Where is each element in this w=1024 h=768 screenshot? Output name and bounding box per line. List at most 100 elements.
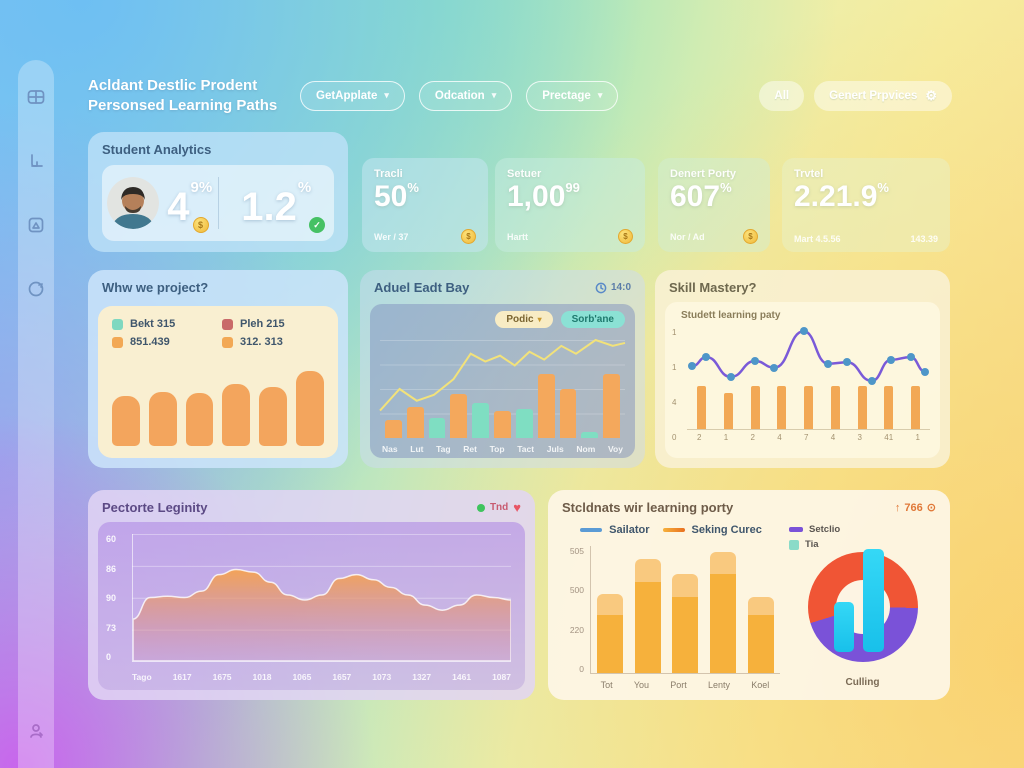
legend-swatch — [112, 318, 123, 330]
donut-inner-bar — [862, 549, 884, 653]
x-tick-label: Nom — [576, 444, 596, 454]
bar — [296, 370, 324, 446]
card-title: Whw we project? — [102, 280, 209, 295]
filter-button-label: GetApplate — [316, 89, 378, 102]
x-tick-label: Tag — [436, 444, 451, 454]
bar — [112, 396, 140, 446]
students-chart-zone: Sailator Seking Curec 505 500 220 0 Tot You Po… — [560, 524, 782, 690]
students-x-labels: Tot You Port Lenty Koel — [590, 680, 780, 690]
stat-subtext: Mart 4.5.56 143.39 — [794, 234, 938, 244]
skill-bars — [687, 383, 930, 430]
progress-x-labels: Tago 1617 1675 1018 1065 1657 1073 1327 1461 1087 — [132, 672, 511, 682]
stat-subtext: Nor / Ad $ — [670, 229, 758, 244]
legend-item: Seking Curec — [662, 524, 762, 536]
series-toggle[interactable]: Sorb'ane — [560, 311, 625, 328]
bar-segment-top — [634, 558, 661, 582]
stat-subtext: Wer / 37 $ — [374, 229, 476, 244]
coin-icon: $ — [743, 229, 758, 244]
x-tick-label: Ret — [463, 444, 477, 454]
students-y-labels: 505 500 220 0 — [560, 546, 584, 674]
filter-button-2[interactable]: Odcation ▾ — [418, 80, 513, 111]
bar-segment-top — [672, 573, 699, 597]
bar — [515, 408, 533, 438]
legend-label: Setclio — [809, 524, 841, 535]
bar — [603, 374, 620, 438]
x-tick-label: 1327 — [412, 672, 432, 682]
bar — [830, 385, 840, 429]
y-tick-label: 0 — [106, 652, 112, 662]
legend-label: Sailator — [609, 524, 650, 536]
bar — [697, 385, 706, 429]
generate-button[interactable]: Genert Prpvices ⚙ — [814, 80, 952, 111]
x-tick-label: 1087 — [492, 672, 511, 682]
reports-icon[interactable] — [25, 214, 47, 236]
stat-label: Tracli — [374, 168, 403, 180]
stat-subtext: Hartt $ — [507, 229, 633, 244]
filter-button-label: Odcation — [434, 89, 485, 102]
stat-label: Denert Porty — [670, 168, 737, 180]
x-tick-label: Koel — [751, 680, 770, 690]
y-tick-label: 0 — [579, 663, 584, 674]
data-point — [687, 362, 696, 371]
all-filter-button[interactable]: All — [759, 80, 805, 111]
analytics-stat-2: 1.2% ✓ — [219, 165, 335, 241]
period-dropdown[interactable]: Podic ▾ — [495, 311, 553, 328]
dashboard-icon[interactable] — [25, 86, 47, 108]
filter-button-3[interactable]: Prectage ▾ — [526, 80, 619, 111]
chevron-down-icon: ▾ — [491, 90, 497, 100]
analytics-icon[interactable] — [25, 150, 47, 172]
filter-button-1[interactable]: GetApplate ▾ — [300, 80, 405, 111]
legend-swatch — [580, 528, 603, 532]
legend-label: Pleh 215 — [240, 318, 285, 330]
analytics-value-2: 1.2% — [241, 178, 312, 229]
stat-value: 607% — [670, 180, 732, 213]
data-point — [770, 363, 779, 372]
y-tick-label: 4 — [672, 398, 677, 407]
x-tick-label: 1461 — [452, 672, 472, 682]
bar — [222, 383, 251, 446]
y-tick-label: 86 — [106, 563, 117, 574]
x-tick-label: 7 — [804, 433, 809, 442]
legend-label: Tia — [805, 539, 819, 550]
x-tick-label: You — [633, 680, 650, 690]
data-point — [921, 367, 930, 376]
legend-item: Tia — [789, 539, 840, 550]
header-actions: All Genert Prpvices ⚙ — [759, 80, 952, 111]
chevron-down-icon: ▾ — [537, 315, 542, 324]
bar-segment-base — [634, 581, 661, 673]
heart-icon[interactable]: ♥ — [513, 500, 521, 515]
bar — [406, 406, 424, 438]
students-bar-chart — [590, 546, 780, 674]
skill-x-labels: 2 1 2 4 7 4 3 41 1 — [687, 433, 930, 442]
history-icon[interactable] — [25, 278, 47, 300]
progress-panel: 60 86 90 73 0 Tago 1617 1675 1018 1065 1657 1073 13… — [98, 522, 525, 690]
skill-card: Skill Mastery? Studett learning paty 1 1 4… — [655, 270, 950, 468]
target-icon: ⊙ — [926, 502, 936, 514]
analytics-value-1: 49% — [167, 178, 213, 229]
page-title: Acldant Destlic Prodent Personsed Learni… — [88, 76, 288, 115]
bar — [750, 385, 760, 429]
bar — [581, 432, 599, 438]
x-tick-label: 1 — [915, 433, 920, 442]
stat-label: Setuer — [507, 168, 542, 180]
x-tick-label: Nas — [382, 444, 398, 454]
coin-badge: $ — [192, 217, 209, 233]
data-point — [867, 376, 876, 385]
settings-icon[interactable] — [25, 720, 47, 742]
legend-swatch — [222, 336, 233, 348]
data-point — [823, 359, 832, 368]
donut-caption: Culling — [845, 677, 880, 688]
page-title-line2: Personsed Learning Paths — [88, 96, 278, 114]
data-point — [906, 353, 915, 362]
sidebar — [18, 60, 54, 768]
chevron-down-icon: ▾ — [384, 90, 389, 100]
stat-label: Trvtel — [794, 168, 824, 180]
legend-swatch — [662, 528, 685, 532]
x-tick-label: 4 — [830, 433, 836, 442]
activity-panel: Podic ▾ Sorb'ane Nas Lut Tag Ret Top Tact Juls N… — [370, 304, 635, 458]
x-tick-label: Juls — [546, 444, 564, 454]
trend-badge: Tnd ♥ — [476, 500, 521, 515]
legend-label: 851.439 — [130, 336, 170, 348]
stat-card-2: Setuer 1,0099 Hartt $ — [495, 158, 645, 252]
skill-subtitle: Studett learning paty — [681, 310, 781, 321]
